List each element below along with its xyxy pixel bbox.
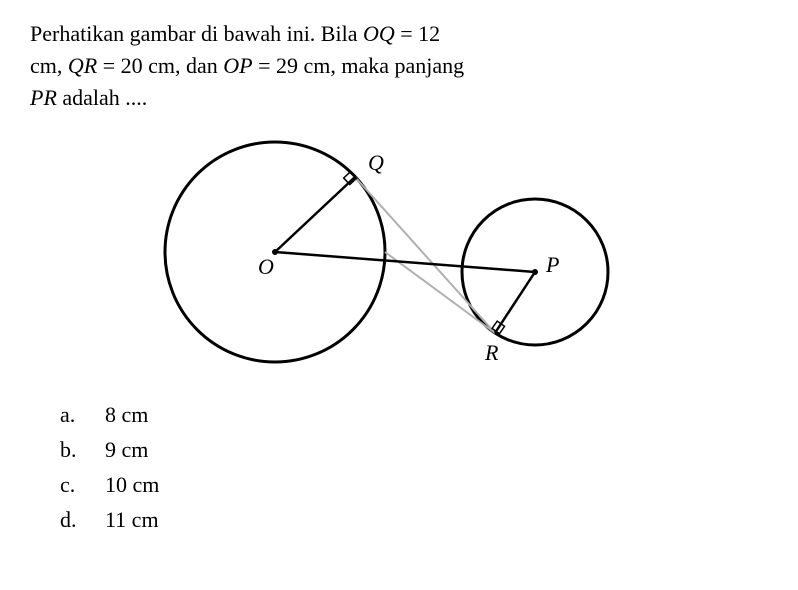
option-letter: c. [60,467,80,502]
line-qr [355,177,495,333]
geometry-diagram: Q O P R [120,122,640,382]
option-letter: b. [60,432,80,467]
text-segment: = 20 cm, dan [97,53,223,78]
answer-options: a. 8 cm b. 9 cm c. 10 cm d. 11 cm [60,397,768,538]
text-segment: adalah .... [57,85,147,110]
option-letter: d. [60,502,80,537]
option-text: 11 cm [105,502,159,537]
label-r: R [484,340,499,365]
option-text: 10 cm [105,467,159,502]
line-op [275,252,535,272]
option-b: b. 9 cm [60,432,768,467]
label-p: P [545,252,559,277]
var-op: OP [223,53,252,78]
line-oq [275,177,355,252]
var-qr: QR [68,53,97,78]
text-segment: = 29 cm, maka panjang [253,53,465,78]
option-c: c. 10 cm [60,467,768,502]
option-a: a. 8 cm [60,397,768,432]
option-text: 9 cm [105,432,148,467]
option-d: d. 11 cm [60,502,768,537]
text-segment: cm, [30,53,68,78]
option-text: 8 cm [105,397,148,432]
diagram-svg: Q O P R [120,122,640,382]
var-pr: PR [30,85,57,110]
option-letter: a. [60,397,80,432]
label-q: Q [368,150,384,175]
var-oq: OQ [363,21,395,46]
dot-p [532,269,538,275]
text-segment: = 12 [395,21,440,46]
label-o: O [258,254,274,279]
problem-statement: Perhatikan gambar di bawah ini. Bila OQ … [30,18,768,114]
text-segment: Perhatikan gambar di bawah ini. Bila [30,21,363,46]
